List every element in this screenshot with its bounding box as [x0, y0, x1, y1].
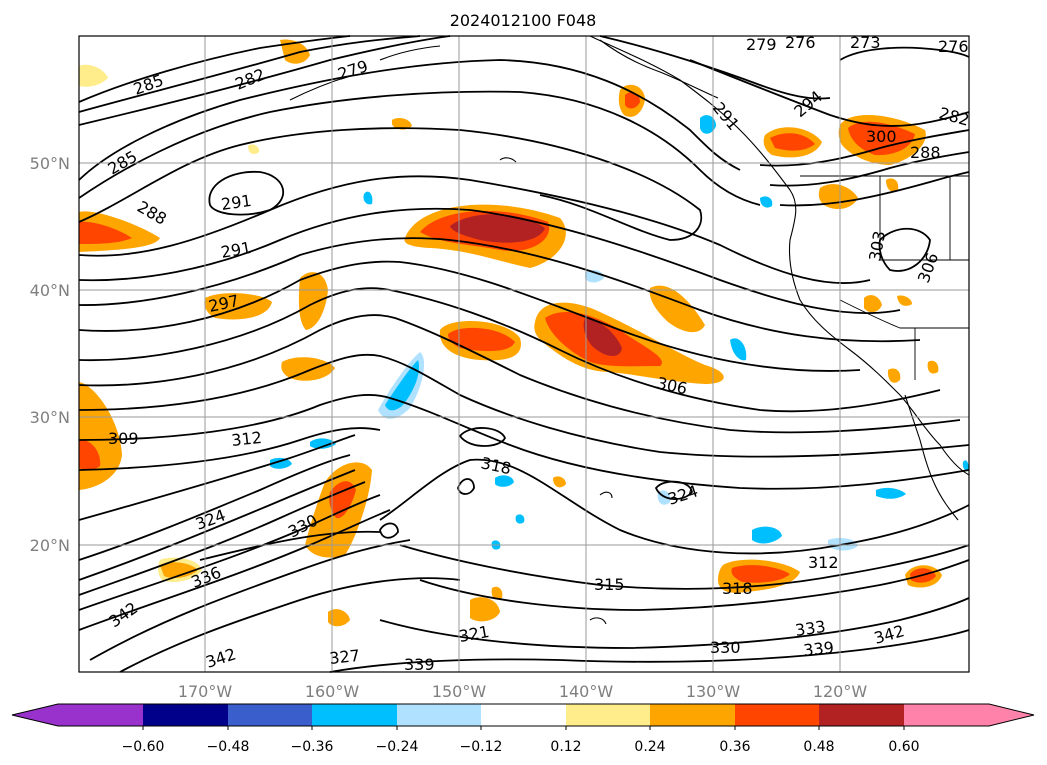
- lat-label-40n: 40°N: [30, 281, 70, 300]
- lon-label-160w: 160°W: [305, 682, 360, 701]
- contour-label: 288: [910, 143, 941, 162]
- colorbar-tick: −0.12: [460, 739, 503, 755]
- map-frame: [78, 35, 970, 673]
- colorbar-tick: 0.60: [888, 739, 919, 755]
- colorbar-tick: 0.48: [803, 739, 834, 755]
- lat-label-50n: 50°N: [30, 154, 70, 173]
- contour-label: 327: [328, 646, 360, 668]
- contour-label: 273: [850, 33, 881, 52]
- lon-label-170w: 170°W: [178, 682, 233, 701]
- colorbar-segment: [228, 704, 312, 726]
- colorbar-tick: −0.36: [291, 739, 334, 755]
- contour-label: 315: [594, 575, 625, 594]
- colorbar-segment: [312, 704, 397, 726]
- contour-label: 309: [108, 429, 139, 448]
- colorbar-outline: [11, 703, 1035, 727]
- contour-label: 276: [785, 33, 816, 52]
- contour-label: 339: [802, 638, 834, 660]
- colorbar-segment: [735, 704, 819, 726]
- shading-positive: [79, 39, 942, 627]
- colorbar-segment: [566, 704, 650, 726]
- lon-label-130w: 130°W: [686, 682, 741, 701]
- colorbar-extend-max: [904, 704, 1034, 726]
- colorbar-segment: [397, 704, 481, 726]
- colorbar-extend-min: [12, 704, 58, 726]
- map-title: 2024012100 F048: [450, 11, 597, 30]
- colorbar-segment: [481, 704, 566, 726]
- lat-label-30n: 30°N: [30, 408, 70, 427]
- colorbar-tick: −0.48: [207, 739, 250, 755]
- lat-labels: 50°N 40°N 30°N 20°N: [30, 154, 70, 555]
- colorbar-tick: 0.24: [634, 739, 665, 755]
- colorbar-tick: 0.12: [550, 739, 581, 755]
- contour-label: 279: [746, 35, 777, 54]
- colorbar-tick: 0.36: [719, 739, 750, 755]
- contour-label: 312: [808, 553, 839, 572]
- lon-label-120w: 120°W: [813, 682, 868, 701]
- lat-label-20n: 20°N: [30, 536, 70, 555]
- contour-label: 291: [220, 191, 253, 214]
- colorbar-ticks: −0.60 −0.48 −0.36 −0.24 −0.12 0.12 0.24 …: [122, 739, 920, 755]
- borders: [800, 175, 969, 380]
- colorbar-segment: [143, 704, 228, 726]
- contour-label: 318: [722, 579, 753, 598]
- contour-label: 312: [230, 428, 262, 450]
- colorbar-segment: [650, 704, 735, 726]
- contour-label: 276: [938, 37, 969, 56]
- colorbar-tick: −0.60: [122, 739, 165, 755]
- gridlines: [79, 36, 969, 672]
- colorbar: [11, 703, 1035, 730]
- height-contours: [78, 35, 970, 673]
- colorbar-tick: −0.24: [376, 739, 419, 755]
- coastlines: [289, 35, 970, 625]
- lon-labels: 170°W 160°W 150°W 140°W 130°W 120°W: [178, 682, 868, 701]
- contour-label: 330: [710, 638, 741, 657]
- lon-label-140w: 140°W: [559, 682, 614, 701]
- lon-label-150w: 150°W: [432, 682, 487, 701]
- map-panel: 285 282 279 276 273 285 288 291 291 297 …: [78, 33, 971, 674]
- colorbar-segment: [819, 704, 904, 726]
- contour-label: 339: [404, 655, 435, 674]
- contour-label: 300: [866, 127, 897, 146]
- contour-label: 333: [794, 617, 827, 640]
- colorbar-segment: [58, 704, 143, 726]
